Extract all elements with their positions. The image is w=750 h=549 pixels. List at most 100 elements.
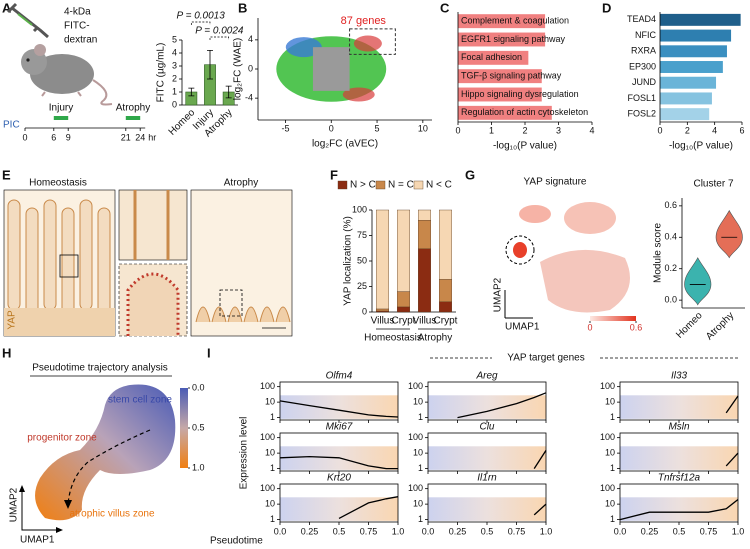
y-axis-label: YAP localization (%) [343,216,354,306]
trend-line [533,450,547,469]
x-tick-label: 1 [489,125,494,135]
phase-bar [125,116,141,120]
x-tick-label: 2 [522,125,527,135]
bar-label: Regulation of actin cytoskeleton [461,107,588,117]
violin [715,209,743,259]
umap-y-label: UMAP2 [9,487,20,522]
y-tick-label: 1 [270,412,275,422]
group-title: YAP target genes [507,353,584,364]
x-tick-label: 0 [657,125,662,135]
panel-letter: F [330,167,338,182]
trend-line [725,452,739,467]
timeline-tick-label: 6 [51,132,56,142]
bar [660,108,710,121]
colorbar-label: 0 [587,322,592,332]
trend-line [279,455,398,470]
legend-swatch [413,180,424,190]
bar [660,76,717,89]
y-tick-label: 10 [605,448,615,458]
bar [660,29,732,42]
x-tick-label: 0.25 [641,526,659,536]
villus [7,199,21,311]
umap-y-label: UMAP2 [493,277,504,312]
atrophic-villus [259,306,275,323]
colorbar [180,388,188,468]
legend-label: N > C [350,180,376,191]
bar-label: Complement & coagulation [461,16,569,26]
error-bar [188,87,195,97]
bar-label: Hippo signaling dysregulation [461,89,579,99]
umap-cluster [519,205,551,223]
y-tick-label: 1 [610,412,615,422]
arrow-head [19,485,63,533]
y-tick-label: FOSL1 [627,93,656,103]
bar [660,13,741,26]
y-tick-label: RXRA [631,46,656,56]
y-tick-label: 100 [260,483,275,493]
x-tick-label: 0.5 [333,526,346,536]
y-tick-label: 75 [357,230,367,240]
atrophic-villus [243,306,259,323]
mouse-feet [41,91,82,97]
y-tick-label: NFIC [635,30,656,40]
arrow-head [64,500,72,509]
x-tick-label: 0.75 [360,526,378,536]
y-tick-label: -4 [245,93,253,103]
mouse-tail [92,79,113,106]
injection-label: dextran [64,35,97,46]
x-tick-label: 0.5 [481,526,494,536]
y-tick-label: 0.6 [664,200,677,210]
cell-density [620,395,738,419]
panel-letter: D [602,0,611,15]
gene-name: Areg [475,371,498,382]
cluster-outline [505,235,535,265]
bar-segment [397,306,411,313]
zone-label: atrophic villus zone [69,509,154,520]
bar [660,61,723,73]
atrophic-villus [275,306,291,323]
timeline-tick-label: 9 [66,132,71,142]
group-label: Atrophy [418,333,452,344]
syringe-fill [17,13,33,26]
legend-swatch [337,180,348,190]
villus [79,199,93,311]
umap-axes [21,490,58,531]
phase-label: Atrophy [116,103,150,114]
p-value: P = 0.0024 [195,26,244,37]
point-cloud [342,87,375,102]
bar-label: Focal adhesion [461,52,522,62]
timeline-tick-label: 21 [121,132,131,142]
x-tick-label: Homeo [674,310,705,341]
panel-letter: I [207,345,211,360]
x-tick-label: 2 [685,125,690,135]
x-tick-label: 4 [589,125,594,135]
y-tick-label: 1 [270,463,275,473]
trend-line [279,400,399,418]
gene-name: Il1rn [477,473,497,484]
y-tick-label: 25 [357,281,367,291]
colorbar-label: 0.6 [630,322,643,332]
x-tick-label: 5 [375,123,380,133]
villus [25,207,39,319]
y-tick-label: 0.0 [664,295,677,305]
bar-segment [418,248,432,313]
villus-detail [133,190,170,260]
colorbar-label: 1.0 [192,462,205,472]
injection-label: FITC- [64,21,90,32]
y-tick-label: 5 [172,34,177,44]
cell-density [428,395,546,419]
violin [684,257,712,306]
bar [660,45,727,58]
bar [660,92,712,105]
x-tick-label: Villus [371,316,395,327]
panel-letter: A [2,0,12,15]
x-tick-label: Crypt [392,316,416,327]
umap-x-label: UMAP1 [505,322,540,333]
crypt-detail [126,272,180,336]
x-tick-label: 0 [329,123,334,133]
y-tick-label: 10 [265,448,275,458]
x-tick-label: Crypt [434,316,458,327]
bar-segment [397,209,411,292]
zoom-box [59,254,79,278]
